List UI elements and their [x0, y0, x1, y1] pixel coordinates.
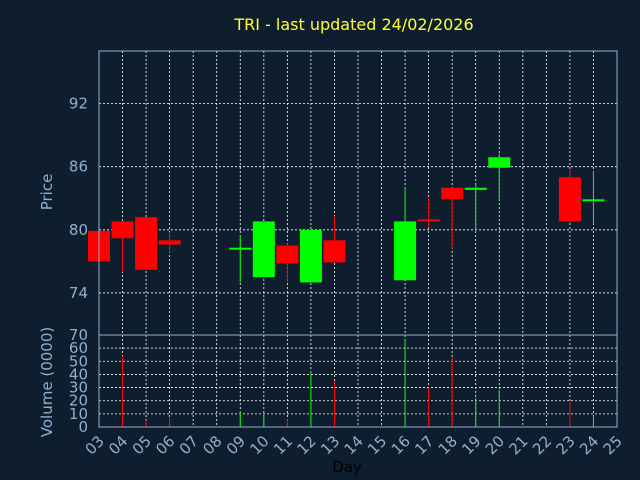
volume-tick-label: 50 — [69, 352, 88, 370]
candle-body — [558, 177, 581, 222]
candle-body — [229, 247, 252, 250]
candle-body — [252, 221, 275, 278]
candle-body — [276, 245, 299, 264]
price-axis-label: Price — [38, 174, 56, 211]
candle-body — [323, 240, 346, 263]
candle-body — [135, 217, 158, 270]
volume-tick-label: 40 — [69, 365, 88, 383]
candle-body — [464, 187, 487, 190]
volume-series — [122, 338, 594, 427]
candle-body — [417, 219, 440, 222]
volume-tick-label: 20 — [69, 392, 88, 410]
volume-axis-label: Volume (0000) — [38, 327, 56, 437]
candle-body — [441, 187, 464, 200]
price-tick-label: 80 — [69, 221, 88, 239]
x-tick-labels: 0304050607080910111213141516171819202122… — [82, 432, 626, 458]
price-tick-label: 74 — [69, 284, 88, 302]
candlestick-series — [88, 154, 605, 283]
candle-body — [158, 240, 181, 245]
candle-body — [111, 221, 134, 239]
candle-body — [488, 157, 511, 168]
price-y-tick-labels: 70 74 80 86 92 — [69, 95, 88, 344]
price-tick-label: 92 — [69, 95, 88, 113]
volume-tick-label: 0 — [78, 418, 88, 436]
candle-body — [394, 221, 417, 281]
x-axis-label: Day — [332, 458, 362, 476]
volume-tick-label: 30 — [69, 379, 88, 397]
candle-body — [299, 229, 322, 283]
candle-body — [582, 199, 605, 202]
volume-tick-label: 10 — [69, 405, 88, 423]
chart-title: TRI - last updated 24/02/2026 — [233, 15, 473, 34]
price-tick-label: 86 — [69, 158, 88, 176]
volume-tick-label: 60 — [69, 339, 88, 357]
price-tick-label: 70 — [69, 326, 88, 344]
volume-plot-frame — [98, 334, 618, 428]
